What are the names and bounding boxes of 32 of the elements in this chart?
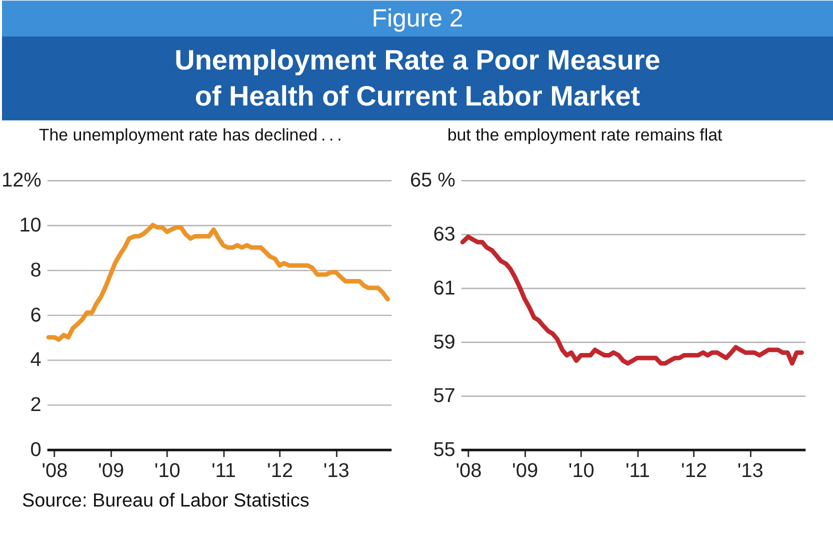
y-tick-label: 57: [433, 385, 456, 408]
y-tick-label: 10: [19, 214, 42, 237]
y-tick-label: 65 %: [410, 170, 456, 192]
x-tick-label: '08: [42, 460, 68, 482]
y-tick-label: 59: [433, 331, 456, 354]
y-tick-label: 63: [433, 224, 456, 246]
y-tick-label: 61: [433, 277, 456, 300]
y-tick-label: 6: [30, 304, 42, 326]
x-tick-label: '11: [625, 460, 650, 482]
x-tick-label: '12: [267, 460, 294, 482]
y-tick-label: 55: [433, 439, 456, 462]
x-tick-label: '10: [568, 460, 594, 482]
x-tick-label: '09: [512, 460, 538, 482]
text: The unemployment rate has declined . . .: [38, 125, 342, 144]
text: Unemployment Rate a Poor Measure of Health of Current Labor Market: [174, 44, 660, 112]
source-note: Source: Bureau of Labor Statistics: [22, 490, 310, 512]
text: but the employment rate remains flat: [447, 125, 723, 144]
y-tick-label: 2: [30, 394, 42, 416]
x-tick-label: '12: [681, 460, 708, 482]
line-series: [460, 234, 804, 366]
x-tick-label: '08: [456, 460, 482, 482]
y-tick-label: 8: [30, 259, 42, 282]
x-tick-label: '13: [323, 460, 350, 482]
y-tick-label: 4: [30, 349, 42, 372]
x-tick-label: '11: [211, 460, 236, 482]
y-tick-label: 0: [30, 439, 42, 462]
text: Figure 2: [372, 4, 464, 33]
x-tick-label: '09: [98, 460, 124, 482]
y-tick-label: 12%: [1, 170, 42, 192]
x-tick-label: '10: [154, 460, 180, 482]
x-tick-label: '13: [737, 460, 764, 482]
line-series: [46, 222, 390, 342]
